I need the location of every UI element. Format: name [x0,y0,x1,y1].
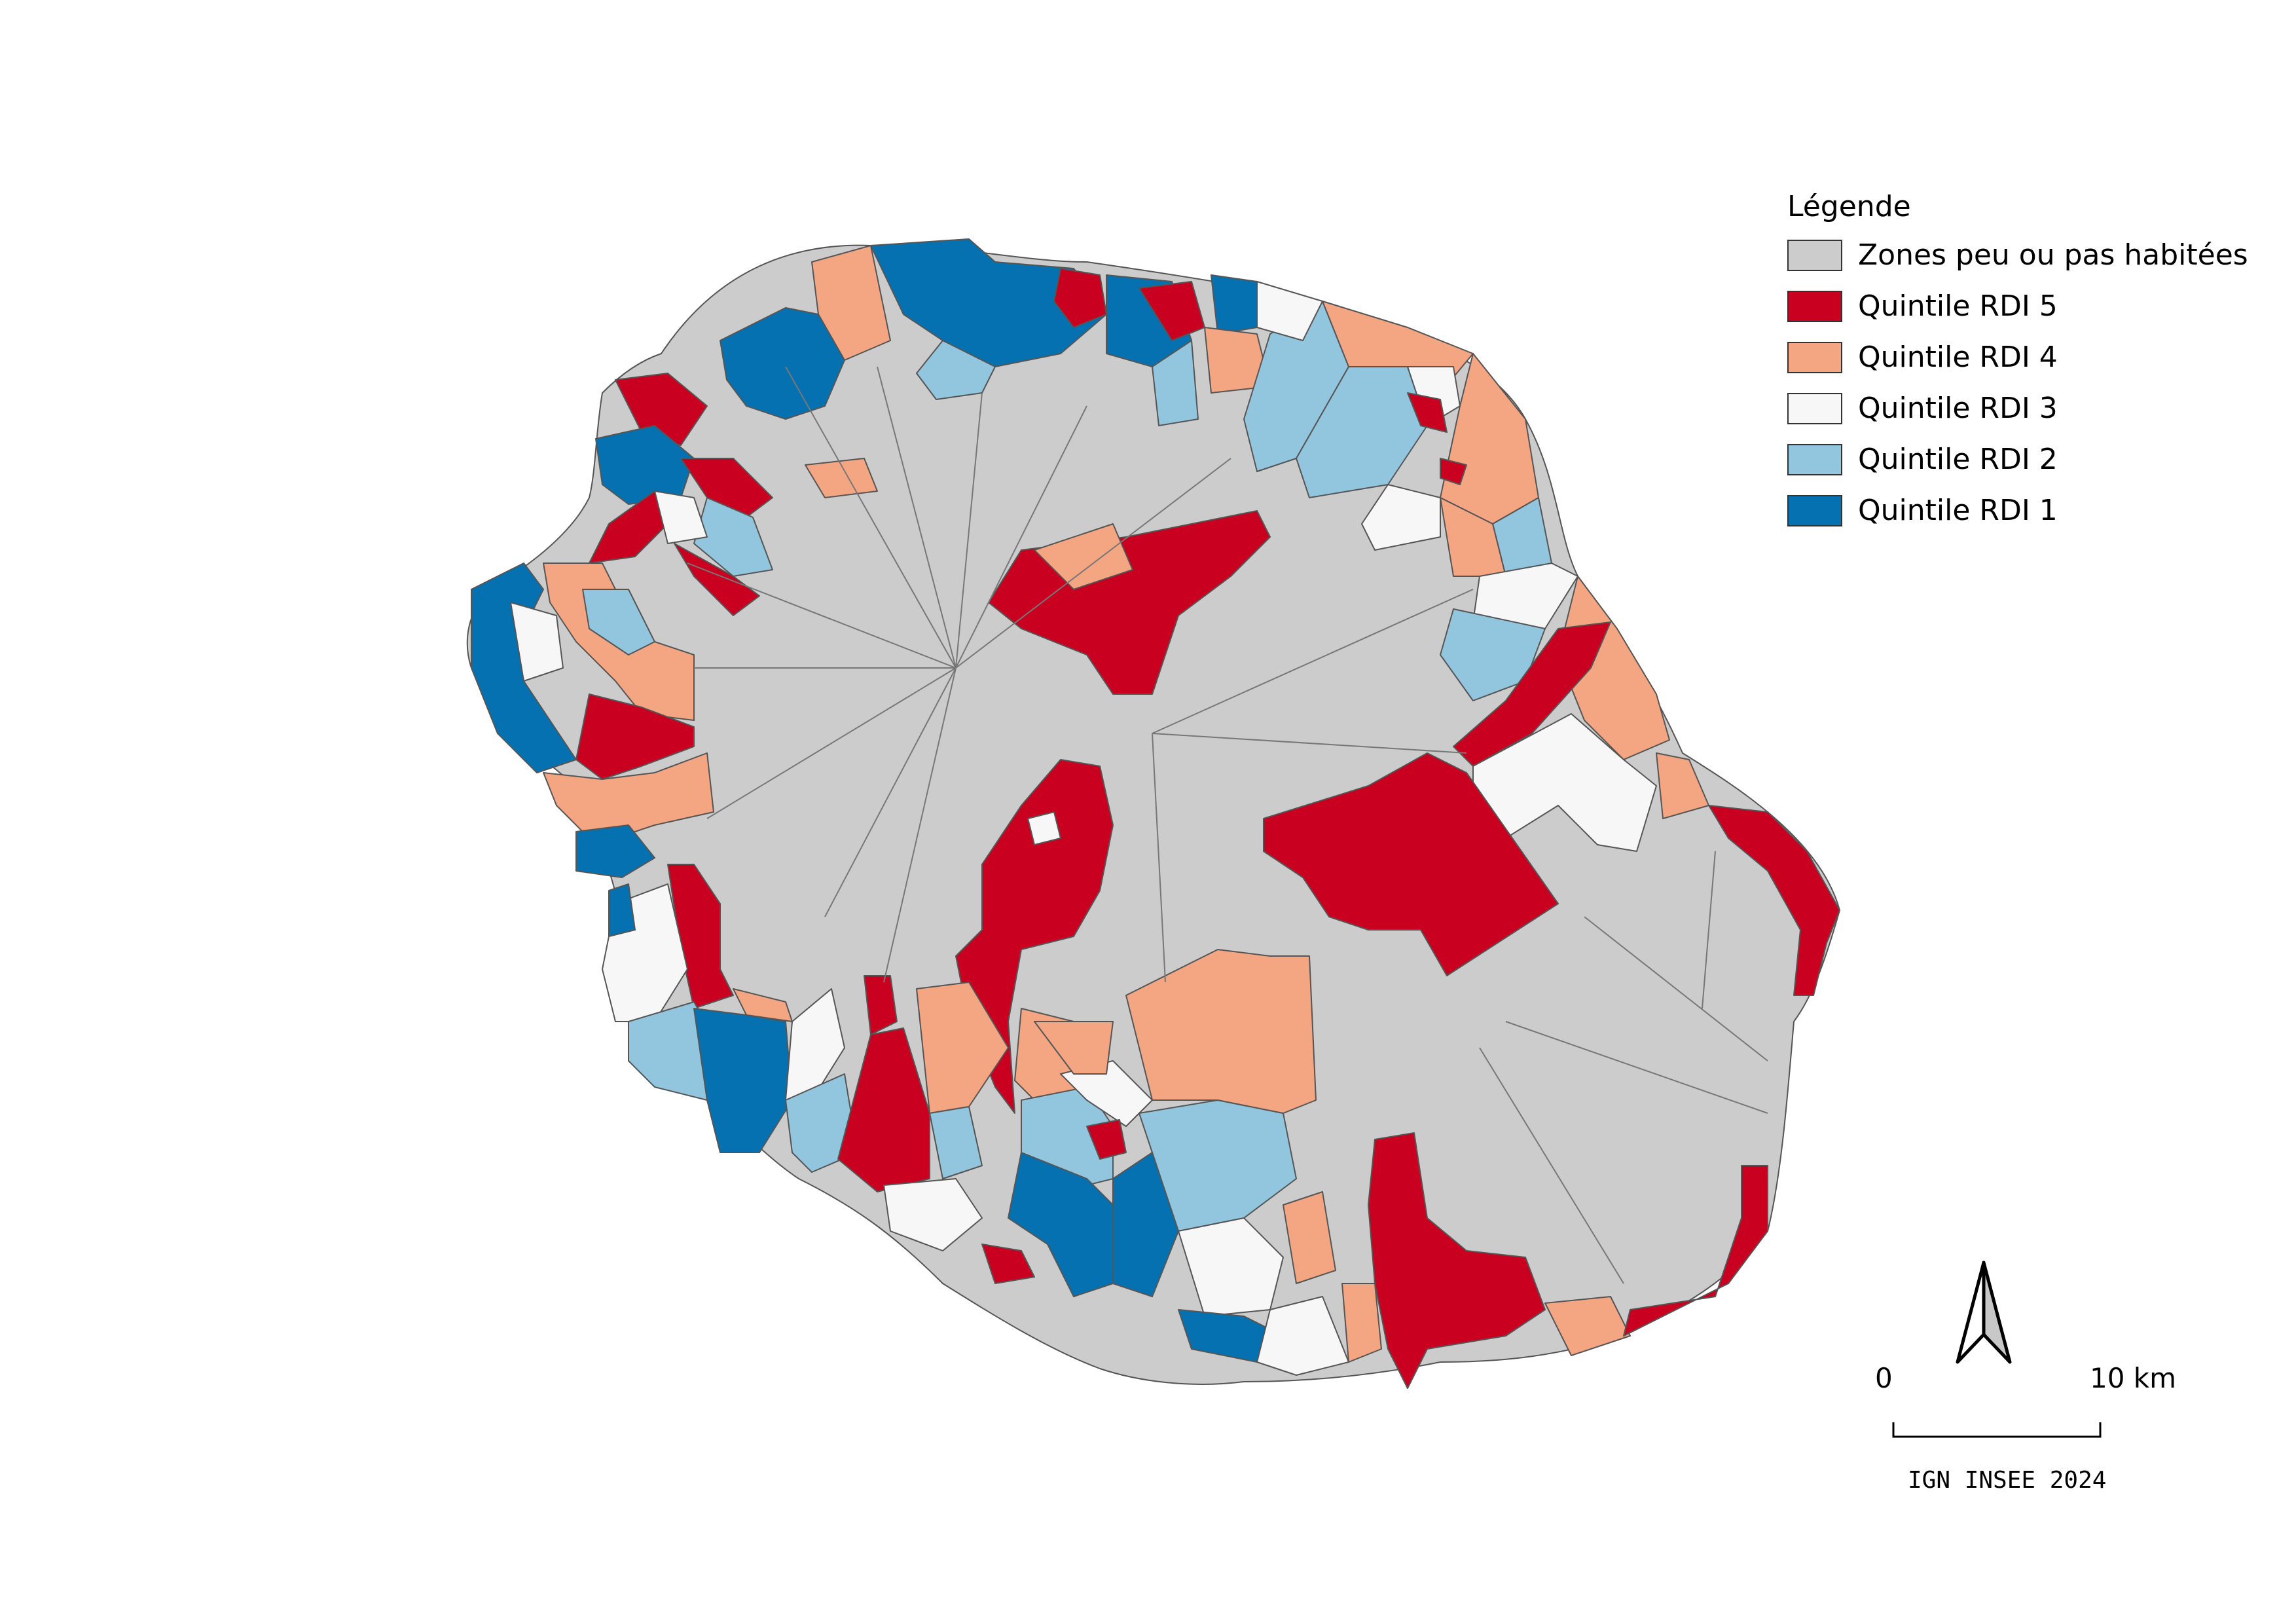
legend: Légende Zones peu ou pas habitées Quinti… [1781,190,2278,544]
zone-east-q5b [1708,805,1840,996]
zone-west-q5 [575,693,695,780]
zone-west-q1b [575,824,655,878]
legend-swatch [1787,495,1842,526]
legend-item-quintile-5: Quintile RDI 5 [1787,287,2285,326]
zone-nw-q3 [654,490,708,544]
legend-swatch [1787,240,1842,271]
zone-north-q5a [1053,268,1107,328]
legend-item-quintile-3: Quintile RDI 3 [1787,389,2285,428]
zone-nw-q4 [811,245,891,361]
legend-label: Quintile RDI 5 [1858,289,2058,323]
zone-north-q1 [870,238,1107,367]
legend-label: Quintile RDI 2 [1858,443,2058,476]
legend-swatch [1787,291,1842,322]
zone-plaine-q5 [1263,752,1559,976]
zone-north-q2b [1152,340,1199,426]
scale-line [1892,1422,2102,1438]
zone-west-q1c [608,883,636,937]
scale-start-label: 0 [1875,1362,1893,1394]
legend-swatch [1787,393,1842,424]
legend-label: Quintile RDI 3 [1858,392,2058,425]
zone-sw-q3 [785,988,845,1101]
zone-nw-q5b [680,458,773,518]
zone-north-q3a [1256,281,1323,341]
zone-se-q4b [1341,1283,1382,1363]
zone-s-q5b [1086,1119,1127,1160]
zone-ne-q5b [1440,458,1467,485]
zone-s-q3c [1178,1217,1284,1317]
legend-item-quintile-1: Quintile RDI 1 [1787,491,2285,530]
zone-ne-q5 [1407,392,1448,433]
legend-item-quintile-4: Quintile RDI 4 [1787,338,2285,377]
zone-s-q3 [883,1178,983,1251]
zone-west-q2 [582,589,655,655]
legend-swatch [1787,444,1842,475]
zone-sw-q4b [916,982,1009,1114]
legend-title: Légende [1787,190,1911,223]
zone-ne-q3b [1361,484,1441,551]
zone-central-q3 [1027,811,1061,845]
zone-s-q5 [981,1244,1035,1284]
north-arrow-icon [1956,1261,2012,1364]
zone-sw-q2c [929,1106,983,1179]
zone-s-q4d [1283,1191,1336,1284]
scale-bar: 0 10 km IGN INSEE 2024 [1866,1362,2193,1532]
ravine-lines [687,366,1768,1284]
zone-salazie-q4 [1034,523,1133,590]
zone-sw-q5b [864,975,898,1035]
map-zones [466,238,1840,1389]
legend-label: Quintile RDI 4 [1858,341,2058,374]
zone-s-q4b [1125,949,1317,1114]
zone-west-q3 [510,602,564,682]
legend-item-quintile-2: Quintile RDI 2 [1787,440,2285,479]
zone-s-q4c [1034,1021,1114,1075]
zone-nw-q1 [720,307,845,420]
zone-s-q3d [1256,1296,1349,1376]
scale-end-label: 10 km [2090,1362,2177,1394]
zone-ne-q2c [1440,608,1546,701]
zone-north-q1c [1211,274,1258,335]
zone-nw-q5 [615,373,708,446]
zone-salazie-q4b [805,458,878,498]
source-credit: IGN INSEE 2024 [1908,1467,2107,1494]
zone-nw-q5c [589,490,668,564]
zone-s-q1 [1008,1152,1127,1297]
zone-sw-q2b [785,1073,858,1173]
legend-label: Quintile RDI 1 [1858,494,2058,527]
zone-sw-q5 [837,1027,930,1192]
zone-nw-q5d [674,543,760,616]
zone-se-q5b [1623,1165,1768,1337]
zone-north-q2 [916,340,996,400]
legend-label: Zones peu ou pas habitées [1858,238,2248,272]
zone-west-q4b [543,752,714,839]
zone-s-q1b [1112,1152,1179,1297]
zone-se-q4 [1544,1296,1631,1356]
legend-item-zones-peu-habitees: Zones peu ou pas habitées [1787,236,2285,275]
legend-swatch [1787,342,1842,373]
